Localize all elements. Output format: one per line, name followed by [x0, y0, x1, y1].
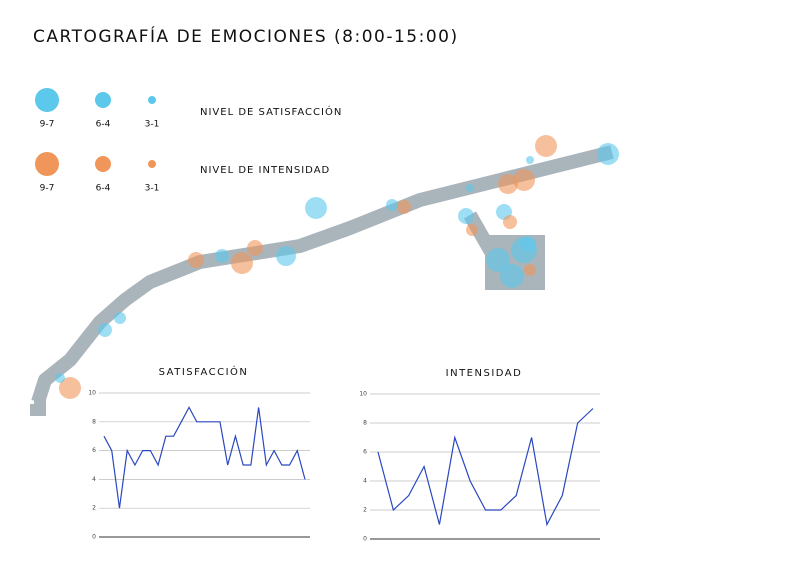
map-dot [498, 174, 518, 194]
map-dot [486, 248, 510, 272]
map-dot [276, 246, 296, 266]
map-dot [397, 200, 411, 214]
legend-swatch [148, 96, 156, 104]
map-dot [98, 323, 112, 337]
legend-level: 3-1 [145, 184, 160, 194]
chart-title: INTENSIDAD [446, 368, 523, 379]
data-line [377, 408, 594, 527]
map-dot [524, 264, 536, 276]
y-tick-label: 10 [359, 391, 367, 398]
page-title: CARTOGRAFÍA DE EMOCIONES (8:00-15:00) [33, 25, 459, 47]
map-dot [188, 252, 204, 268]
legend-swatch [148, 160, 156, 168]
map-dot [305, 197, 327, 219]
map-dot [386, 199, 398, 211]
legend-swatch [35, 88, 59, 112]
y-tick-label: 0 [363, 536, 367, 543]
y-tick-label: 8 [92, 418, 96, 425]
legend-level: 6-4 [96, 120, 111, 130]
y-tick-label: 6 [363, 449, 367, 456]
map-dot [526, 156, 534, 164]
legend-level: 9-7 [40, 184, 55, 194]
legend-level: 6-4 [96, 184, 111, 194]
y-tick-label: 2 [92, 505, 96, 512]
map-dot [535, 135, 557, 157]
legend-swatch [95, 92, 111, 108]
y-tick-label: 6 [92, 447, 96, 454]
map-street [30, 400, 46, 416]
map-dot [215, 249, 229, 263]
map-dot [500, 264, 524, 288]
data-line [103, 406, 306, 509]
map-dot [114, 312, 126, 324]
map-dot [231, 252, 253, 274]
legend-level: 3-1 [145, 120, 160, 130]
legend-swatch [35, 152, 59, 176]
legend-swatch [95, 156, 111, 172]
y-tick-label: 4 [363, 478, 367, 485]
map-dot [503, 215, 517, 229]
map-dot [466, 184, 474, 192]
map-dot [597, 143, 619, 165]
legend-label: NIVEL DE INTENSIDAD [200, 165, 330, 176]
y-tick-label: 10 [88, 390, 96, 397]
map-dot [513, 169, 535, 191]
map-dot [458, 208, 474, 224]
map-dot [466, 224, 478, 236]
legend-level: 9-7 [40, 120, 55, 130]
map-dot [59, 377, 81, 399]
map [30, 135, 619, 416]
y-tick-label: 8 [363, 420, 367, 427]
chart-title: SATISFACCIÓN [159, 365, 249, 378]
legend-label: NIVEL DE SATISFACCIÓN [200, 105, 342, 118]
y-tick-label: 4 [92, 476, 96, 483]
y-tick-label: 2 [363, 507, 367, 514]
y-tick-label: 0 [92, 534, 96, 541]
map-dot [247, 240, 263, 256]
map-dot [55, 373, 65, 383]
map-dot [520, 236, 536, 252]
map-dots [55, 135, 619, 399]
